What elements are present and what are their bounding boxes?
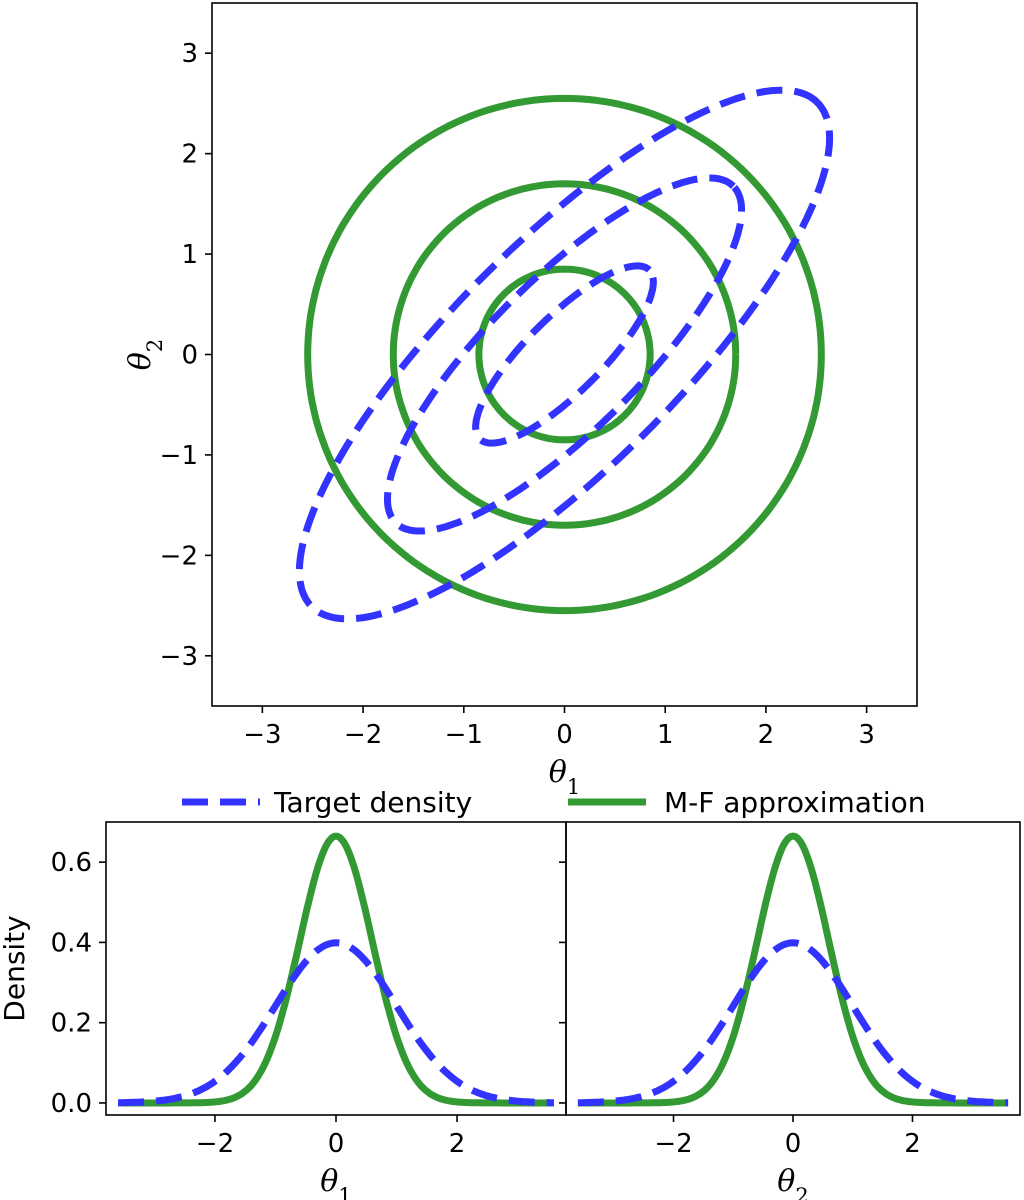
x-tick-label: 3 <box>858 720 875 750</box>
target-contour-2 <box>384 174 745 535</box>
x-tick-label: −2 <box>196 1129 234 1159</box>
y-tick-label: 0.4 <box>51 928 92 958</box>
x-tick-label: 2 <box>449 1129 466 1159</box>
plot-frame <box>105 821 567 1116</box>
plot-frame <box>565 821 1021 1116</box>
target-density-line <box>116 939 556 1107</box>
approx-contour-2 <box>389 180 740 529</box>
y-tick-label: 0.2 <box>51 1009 92 1039</box>
legend: Target density M-F approximation <box>182 786 926 819</box>
y-tick-label: 0.0 <box>51 1089 92 1119</box>
target-contour-1 <box>295 86 834 623</box>
y-axis-label: θ2 <box>123 339 167 370</box>
approx-contour-3 <box>475 265 654 444</box>
approx-contour-1 <box>304 94 825 615</box>
y-tick-label: −2 <box>160 541 198 571</box>
x-tick-label: −1 <box>445 720 483 750</box>
marginal-theta1-plot: −2 0 2 0.0 0.2 0.4 0.6 θ1 Density <box>0 821 567 1200</box>
plot-area <box>295 86 834 623</box>
marginal-theta2-plot: −2 0 2 θ2 <box>559 821 1021 1200</box>
target-contour-3 <box>472 262 657 447</box>
x-tick-label: −3 <box>243 720 281 750</box>
x-tick-label: 0 <box>556 720 573 750</box>
approx-density-line <box>576 832 1010 1107</box>
x-tick-label: −2 <box>654 1129 692 1159</box>
x-tick-label: 0 <box>785 1129 802 1159</box>
y-tick-label: 0.6 <box>51 848 92 878</box>
y-tick-label: 1 <box>181 240 198 270</box>
x-axis-label: θ1 <box>320 1164 351 1200</box>
x-tick-label: −2 <box>344 720 382 750</box>
x-axis-label: θ2 <box>777 1164 808 1200</box>
x-tick-label: 1 <box>657 720 674 750</box>
approx-density-line <box>116 832 556 1107</box>
y-axis-label: Density <box>0 915 31 1021</box>
y-tick-label: −1 <box>160 441 198 471</box>
legend-label-1: Target density <box>273 786 472 819</box>
y-tick-label: 2 <box>181 140 198 170</box>
y-tick-label: 0 <box>181 341 198 371</box>
x-tick-label: 0 <box>328 1129 345 1159</box>
x-axis-label: θ1 <box>549 755 580 799</box>
x-tick-label: 2 <box>758 720 775 750</box>
x-tick-label: 2 <box>904 1129 921 1159</box>
y-tick-label: −3 <box>160 642 198 672</box>
target-density-line <box>576 939 1010 1107</box>
legend-label-2: M-F approximation <box>664 786 926 819</box>
plot-frame <box>211 2 918 707</box>
y-tick-label: 3 <box>181 39 198 69</box>
joint-contour-plot: −3 −2 −1 0 1 2 3 −3 −2 −1 0 1 2 3 θ1 θ2 <box>123 2 918 799</box>
